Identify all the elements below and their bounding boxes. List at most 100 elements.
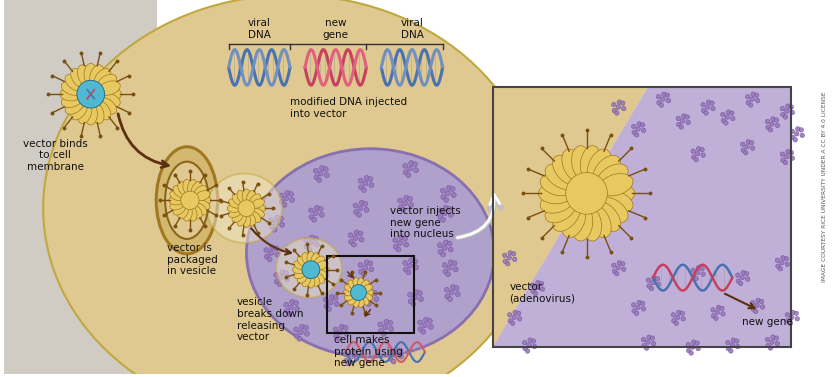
- Circle shape: [686, 348, 691, 353]
- Circle shape: [541, 287, 545, 291]
- Circle shape: [761, 305, 765, 309]
- Ellipse shape: [173, 203, 186, 215]
- Ellipse shape: [183, 206, 192, 221]
- Ellipse shape: [194, 203, 207, 215]
- Circle shape: [716, 310, 720, 314]
- Ellipse shape: [294, 261, 307, 270]
- Circle shape: [781, 256, 786, 260]
- Circle shape: [694, 276, 698, 281]
- Ellipse shape: [344, 293, 355, 300]
- Circle shape: [771, 335, 776, 339]
- Circle shape: [282, 202, 287, 207]
- Circle shape: [441, 188, 446, 193]
- Ellipse shape: [540, 173, 574, 196]
- Circle shape: [349, 239, 353, 244]
- Ellipse shape: [247, 213, 256, 226]
- Circle shape: [736, 279, 741, 284]
- Circle shape: [363, 292, 368, 297]
- Ellipse shape: [84, 63, 97, 86]
- Circle shape: [314, 274, 319, 279]
- Circle shape: [796, 127, 800, 131]
- Circle shape: [783, 160, 788, 165]
- Ellipse shape: [60, 87, 82, 101]
- Circle shape: [397, 198, 402, 203]
- Ellipse shape: [232, 211, 243, 223]
- Text: vector injects
new gene
into nucleus: vector injects new gene into nucleus: [390, 206, 461, 239]
- Circle shape: [781, 112, 786, 117]
- Circle shape: [315, 205, 319, 210]
- Circle shape: [681, 119, 685, 123]
- Ellipse shape: [157, 147, 217, 254]
- Circle shape: [674, 321, 679, 325]
- Circle shape: [323, 266, 328, 271]
- Circle shape: [646, 335, 651, 339]
- Circle shape: [789, 150, 794, 155]
- Circle shape: [784, 257, 789, 261]
- Circle shape: [656, 95, 661, 99]
- Circle shape: [532, 344, 536, 349]
- Ellipse shape: [297, 256, 308, 267]
- Circle shape: [788, 321, 792, 325]
- Circle shape: [644, 346, 649, 350]
- Ellipse shape: [207, 173, 282, 243]
- Circle shape: [795, 132, 799, 136]
- Ellipse shape: [249, 194, 261, 205]
- Circle shape: [696, 147, 701, 151]
- Circle shape: [313, 268, 318, 273]
- Circle shape: [696, 152, 700, 156]
- Circle shape: [739, 281, 743, 286]
- Circle shape: [283, 271, 288, 276]
- Circle shape: [412, 295, 417, 300]
- Circle shape: [399, 354, 404, 359]
- Circle shape: [691, 268, 696, 273]
- Ellipse shape: [228, 199, 242, 208]
- Circle shape: [641, 337, 646, 342]
- Circle shape: [790, 129, 795, 133]
- Circle shape: [710, 101, 714, 105]
- Circle shape: [441, 252, 446, 257]
- Circle shape: [323, 167, 328, 172]
- Circle shape: [308, 208, 313, 213]
- Circle shape: [511, 251, 516, 256]
- Circle shape: [665, 93, 670, 97]
- Circle shape: [368, 177, 373, 182]
- Circle shape: [393, 244, 398, 249]
- Circle shape: [691, 340, 696, 344]
- Circle shape: [696, 346, 701, 351]
- Circle shape: [508, 251, 512, 255]
- Circle shape: [641, 128, 646, 133]
- Circle shape: [503, 259, 507, 264]
- Circle shape: [274, 279, 279, 284]
- Circle shape: [726, 346, 731, 351]
- Circle shape: [327, 307, 332, 311]
- Circle shape: [790, 110, 795, 115]
- Polygon shape: [493, 87, 791, 347]
- Circle shape: [611, 103, 616, 107]
- Ellipse shape: [540, 191, 574, 213]
- Circle shape: [402, 261, 407, 265]
- Circle shape: [313, 211, 318, 216]
- Text: viral
DNA: viral DNA: [248, 18, 271, 40]
- Circle shape: [746, 95, 750, 99]
- Circle shape: [714, 316, 718, 320]
- Circle shape: [741, 270, 746, 275]
- Ellipse shape: [314, 256, 325, 267]
- Ellipse shape: [43, 0, 539, 377]
- Circle shape: [352, 286, 365, 299]
- Ellipse shape: [294, 270, 307, 279]
- Ellipse shape: [228, 208, 242, 218]
- Circle shape: [454, 286, 459, 291]
- Circle shape: [382, 331, 386, 336]
- Circle shape: [535, 285, 539, 290]
- Circle shape: [790, 315, 794, 320]
- Circle shape: [77, 81, 104, 107]
- Circle shape: [422, 323, 427, 328]
- Circle shape: [347, 361, 352, 366]
- Ellipse shape: [348, 280, 357, 290]
- Circle shape: [746, 100, 751, 105]
- Circle shape: [753, 309, 758, 314]
- Ellipse shape: [97, 97, 117, 114]
- Ellipse shape: [173, 185, 186, 198]
- Circle shape: [746, 277, 750, 281]
- Circle shape: [313, 236, 318, 241]
